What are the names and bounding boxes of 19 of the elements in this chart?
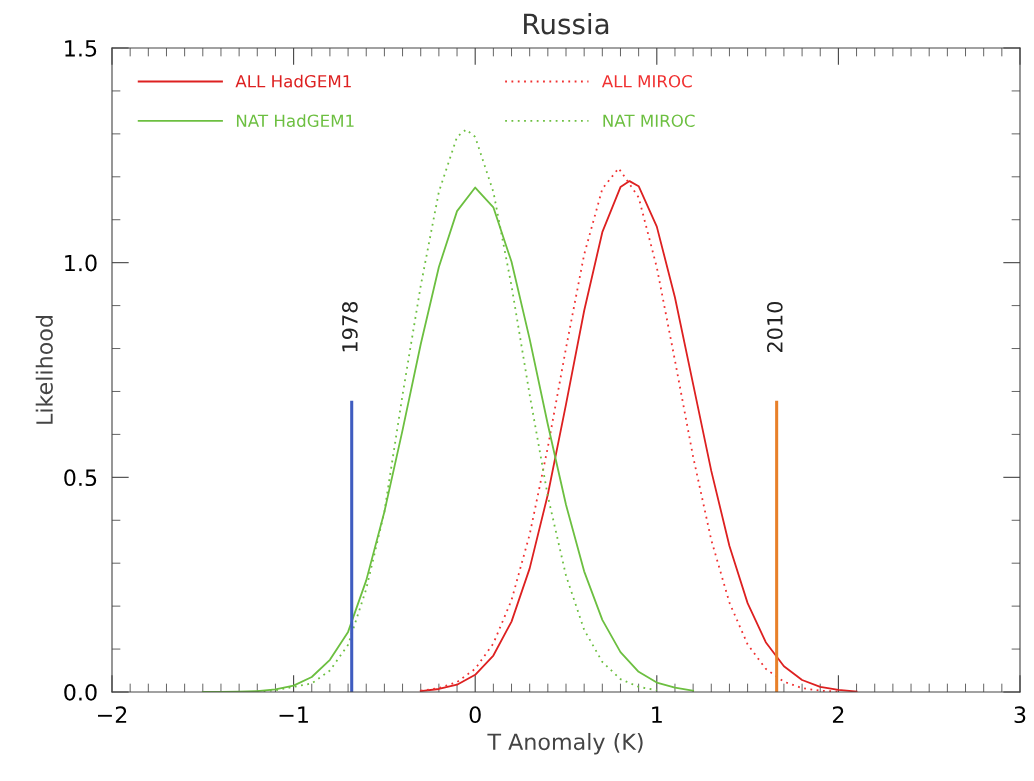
legend-label: NAT MIROC — [603, 114, 695, 128]
y-tick-label: 0.0 — [64, 683, 97, 701]
x-axis-title: T Anomaly (K) — [487, 732, 643, 755]
annotation: 1978 — [342, 302, 358, 352]
y-tick-label: 0.5 — [64, 469, 97, 487]
x-tick-label: 0 — [469, 706, 481, 724]
y-tick-label: 1.5 — [65, 40, 97, 57]
x-tick-label: −2 — [97, 706, 127, 723]
legend-label: ALL HadGEM1 — [235, 74, 351, 88]
legend-label: NAT HadGEM1 — [236, 114, 354, 128]
x-tick-label: 2 — [832, 706, 844, 723]
x-tick-label: −1 — [279, 706, 308, 723]
x-tick-label: 3 — [1014, 706, 1026, 724]
legend-label: ALL MIROC — [601, 74, 692, 88]
chart-title: Russia — [524, 13, 609, 35]
annotation: 2010 — [766, 301, 783, 353]
y-tick-label: 1.0 — [65, 254, 97, 272]
x-tick-label: 1 — [652, 706, 662, 723]
y-axis-title: Likelihood — [35, 316, 53, 424]
